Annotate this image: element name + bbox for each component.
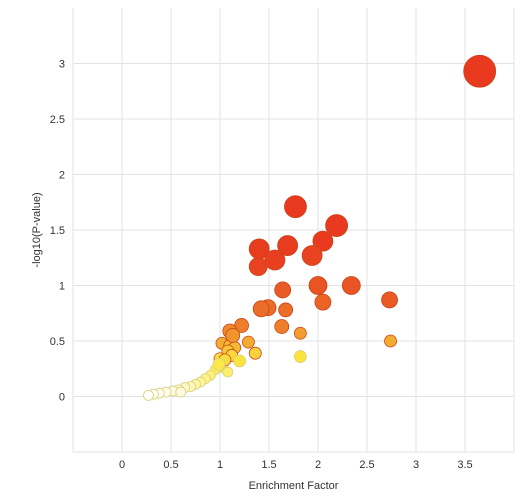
horizontal-gridlines [73, 63, 514, 453]
data-point [225, 328, 241, 343]
x-tick-label: 2 [315, 459, 321, 471]
y-tick-label: 1 [59, 281, 65, 293]
data-point [284, 195, 307, 219]
y-axis-ticks: 0 0.5 1 1.5 2 2.5 3 [50, 59, 65, 404]
data-point [175, 386, 187, 398]
y-tick-label: 3 [59, 59, 65, 71]
data-point [312, 230, 334, 252]
data-point [277, 235, 299, 256]
x-axis-ticks: 0 0.5 1 1.5 2 2.5 3 3.5 [119, 459, 473, 471]
x-tick-label: 3.5 [457, 459, 472, 471]
x-tick-label: 0 [119, 459, 125, 471]
data-point [278, 302, 294, 318]
data-point [341, 276, 361, 295]
y-tick-label: 0 [59, 392, 65, 404]
data-point [274, 319, 290, 334]
data-point [274, 281, 292, 299]
data-point [308, 276, 328, 295]
x-tick-label: 2.5 [359, 459, 374, 471]
data-point [463, 54, 497, 88]
data-point [325, 214, 349, 237]
data-point [233, 354, 247, 368]
data-point [222, 366, 234, 378]
y-tick-label: 0.5 [50, 336, 65, 348]
x-axis-title: Enrichment Factor [249, 480, 339, 492]
x-tick-label: 1 [217, 459, 223, 471]
y-tick-label: 2.5 [50, 114, 65, 126]
data-points [143, 54, 497, 401]
data-point [293, 326, 307, 340]
data-point [264, 249, 286, 271]
y-axis-title: -log10(P-value) [31, 192, 43, 267]
data-point [314, 293, 332, 311]
data-point [248, 238, 270, 260]
y-tick-label: 2 [59, 170, 65, 182]
data-point [384, 334, 397, 348]
data-point [248, 346, 262, 360]
y-tick-label: 1.5 [50, 225, 65, 237]
data-point [252, 300, 270, 318]
x-tick-label: 3 [413, 459, 419, 471]
data-point [301, 245, 323, 266]
data-point [293, 350, 307, 363]
data-point [242, 335, 255, 349]
data-point [381, 291, 398, 309]
x-tick-label: 1.5 [261, 459, 276, 471]
data-point [143, 389, 154, 401]
data-point [212, 357, 226, 371]
x-tick-label: 0.5 [163, 459, 178, 471]
